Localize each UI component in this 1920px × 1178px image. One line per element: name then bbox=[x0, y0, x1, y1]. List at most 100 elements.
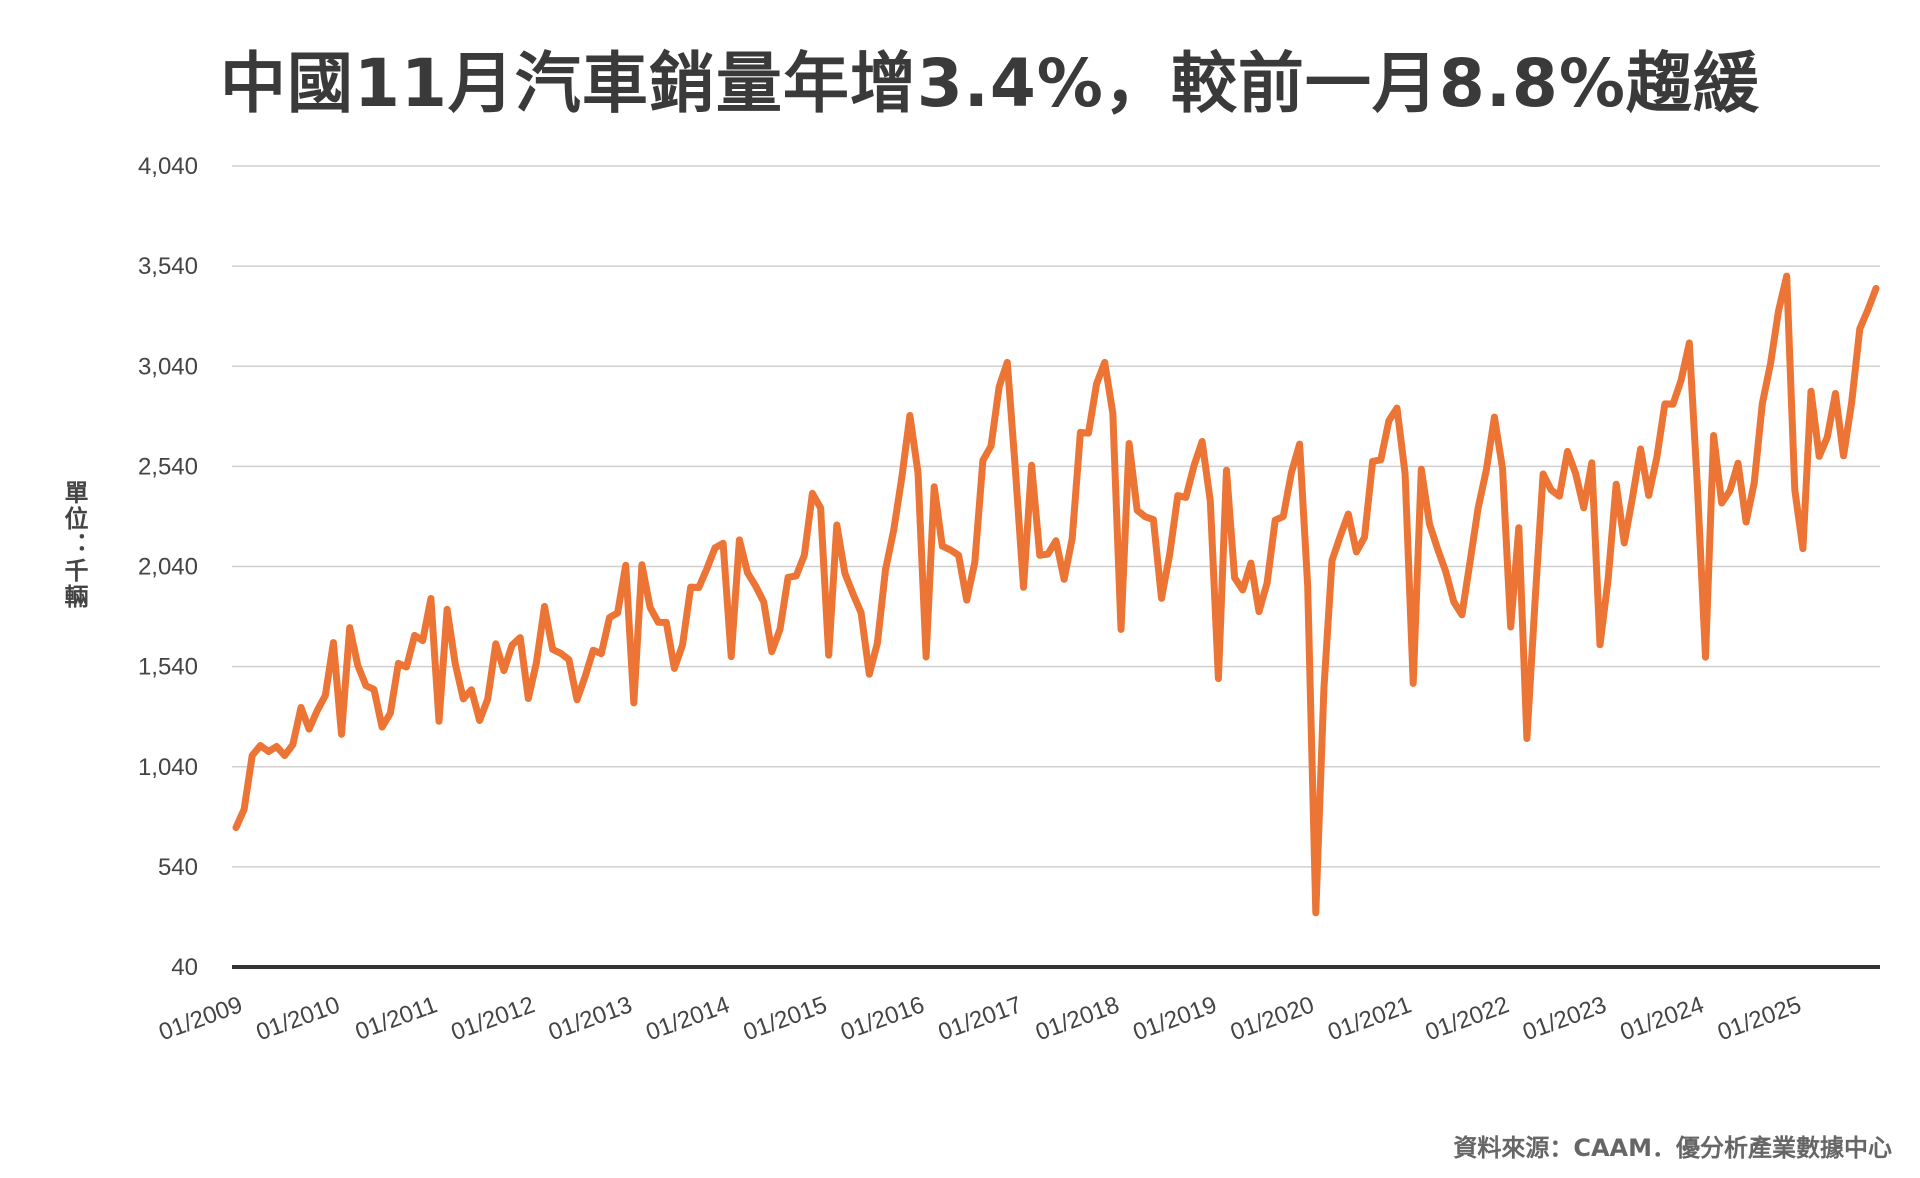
data-point bbox=[534, 661, 538, 665]
data-point bbox=[754, 584, 758, 588]
data-point bbox=[1371, 459, 1375, 463]
data-point bbox=[721, 541, 725, 545]
data-point bbox=[632, 701, 636, 705]
data-point bbox=[1330, 559, 1334, 563]
data-point bbox=[1476, 506, 1480, 510]
x-tick-label: 01/2020 bbox=[1227, 991, 1318, 1046]
x-tick-label: 01/2024 bbox=[1617, 991, 1708, 1046]
data-point bbox=[1103, 360, 1107, 364]
data-point bbox=[1054, 539, 1058, 543]
data-point bbox=[1354, 550, 1358, 554]
data-point bbox=[762, 600, 766, 604]
data-point bbox=[1419, 467, 1423, 471]
data-point bbox=[616, 611, 620, 615]
data-point bbox=[713, 546, 717, 550]
data-point bbox=[1541, 472, 1545, 476]
data-point bbox=[1005, 360, 1009, 364]
data-point bbox=[802, 553, 806, 557]
data-point bbox=[1428, 522, 1432, 526]
gridlines bbox=[232, 165, 1880, 868]
y-tick-label: 3,040 bbox=[138, 353, 198, 380]
data-point bbox=[348, 626, 352, 630]
data-point bbox=[364, 684, 368, 688]
y-axis-label: 單位：千輛 bbox=[60, 480, 88, 610]
data-point bbox=[1127, 442, 1131, 446]
data-point bbox=[356, 663, 360, 667]
data-point bbox=[1013, 468, 1017, 472]
data-point bbox=[494, 642, 498, 646]
data-point bbox=[437, 719, 441, 723]
data-point bbox=[1525, 737, 1529, 741]
data-point bbox=[624, 563, 628, 567]
data-point bbox=[1273, 518, 1277, 522]
data-point bbox=[672, 666, 676, 670]
y-tick-labels: 4,040 3,540 3,040 2,540 2,040 1,540 1,040 540 40 bbox=[138, 153, 198, 981]
data-point bbox=[810, 491, 814, 495]
data-point bbox=[949, 548, 953, 552]
data-point bbox=[1858, 327, 1862, 331]
data-point bbox=[997, 385, 1001, 389]
data-point bbox=[1695, 485, 1699, 489]
data-point bbox=[1874, 286, 1878, 290]
y-tick-label: 1,540 bbox=[138, 654, 198, 681]
data-point bbox=[1022, 585, 1026, 589]
x-tick-label: 01/2018 bbox=[1032, 991, 1123, 1046]
data-point bbox=[1184, 495, 1188, 499]
data-point bbox=[1655, 456, 1659, 460]
data-point bbox=[1817, 454, 1821, 458]
data-point bbox=[940, 544, 944, 548]
data-point bbox=[1833, 392, 1837, 396]
data-point bbox=[1557, 494, 1561, 498]
data-point bbox=[1087, 431, 1091, 435]
data-point bbox=[664, 620, 668, 624]
data-point bbox=[1257, 610, 1261, 614]
data-point bbox=[608, 616, 612, 620]
data-point bbox=[1135, 508, 1139, 512]
data-point bbox=[478, 719, 482, 723]
data-point bbox=[981, 458, 985, 462]
y-tick-label: 2,540 bbox=[138, 453, 198, 480]
data-point bbox=[786, 575, 790, 579]
data-point bbox=[445, 607, 449, 611]
x-tick-label: 01/2009 bbox=[155, 991, 246, 1046]
data-point bbox=[1622, 541, 1626, 545]
data-point bbox=[1777, 308, 1781, 312]
x-tick-label: 01/2021 bbox=[1324, 991, 1415, 1046]
data-point bbox=[551, 647, 555, 651]
data-point bbox=[1728, 489, 1732, 493]
data-point bbox=[1403, 472, 1407, 476]
data-point bbox=[1801, 547, 1805, 551]
series-line-sales bbox=[232, 272, 1880, 917]
data-point bbox=[372, 688, 376, 692]
data-point bbox=[1468, 559, 1472, 563]
data-point bbox=[1436, 547, 1440, 551]
data-point bbox=[1111, 411, 1115, 415]
data-point bbox=[234, 826, 238, 830]
data-point bbox=[250, 754, 254, 758]
data-point bbox=[453, 662, 457, 666]
data-point bbox=[835, 523, 839, 527]
data-point bbox=[518, 636, 522, 640]
data-point bbox=[957, 553, 961, 557]
data-point bbox=[916, 471, 920, 475]
data-point bbox=[1492, 415, 1496, 419]
data-point bbox=[1200, 440, 1204, 444]
x-tick-label: 01/2019 bbox=[1130, 991, 1221, 1046]
data-point bbox=[1095, 382, 1099, 386]
x-tick-label: 01/2022 bbox=[1422, 991, 1513, 1046]
data-point bbox=[648, 605, 652, 609]
data-point bbox=[1192, 464, 1196, 468]
data-point bbox=[900, 476, 904, 480]
data-point bbox=[1306, 584, 1310, 588]
y-tick-label: 1,040 bbox=[138, 754, 198, 781]
y-tick-label: 4,040 bbox=[138, 153, 198, 180]
data-point bbox=[1509, 625, 1513, 629]
data-point bbox=[1517, 526, 1521, 530]
data-point bbox=[697, 586, 701, 590]
x-tick-label: 01/2017 bbox=[935, 991, 1026, 1046]
data-point bbox=[1825, 435, 1829, 439]
data-point bbox=[1533, 600, 1537, 604]
data-point bbox=[1151, 518, 1155, 522]
y-tick-label: 40 bbox=[171, 954, 198, 981]
